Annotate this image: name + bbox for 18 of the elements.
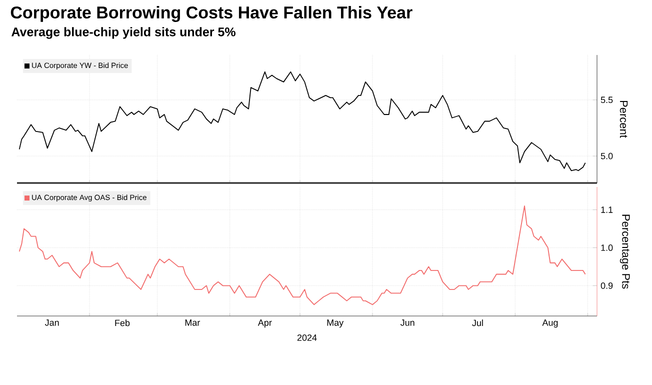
y-tick-label: 5.0	[600, 152, 613, 160]
x-tick-label: Jun	[400, 320, 414, 326]
x-tick-label: Apr	[258, 320, 272, 328]
x-tick-label: Jul	[472, 320, 483, 326]
chart-subtitle: Average blue-chip yield sits under 5%	[12, 27, 236, 39]
y-axis-title: Percent	[620, 100, 628, 138]
x-tick-label: Feb	[115, 320, 130, 326]
y-tick-label: 1.0	[601, 244, 613, 251]
y-tick-label: 1.1	[601, 206, 613, 213]
x-tick-label: Aug	[542, 320, 558, 328]
y-tick-label: 5.5	[600, 96, 613, 104]
y-tick-label: 0.9	[600, 282, 613, 289]
chart-title: Corporate Borrowing Costs Have Fallen This Year	[10, 6, 412, 22]
x-tick-label: May	[327, 320, 344, 328]
x-tick-label: Mar	[185, 320, 200, 326]
y-axis-title: Percentage Pts	[620, 214, 630, 289]
x-axis-title: 2024	[297, 334, 317, 341]
x-tick-label: Jan	[44, 320, 59, 326]
